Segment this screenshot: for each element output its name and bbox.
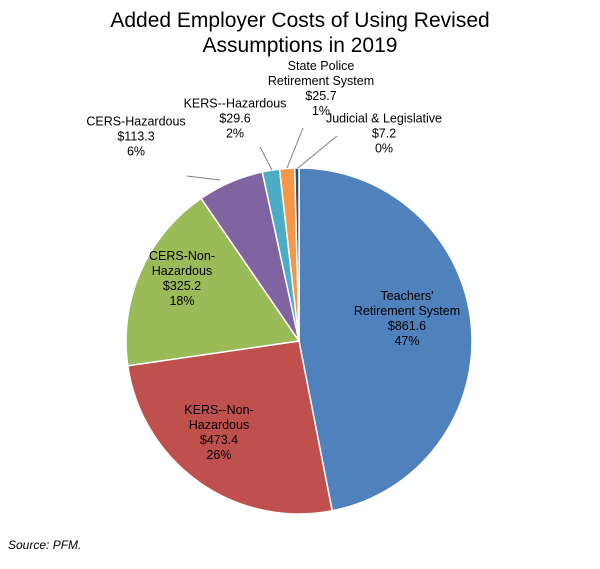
slice-labels: Teachers' Retirement System $861.6 47%KERS-… <box>86 59 460 462</box>
slice-value-label: $7.2 <box>372 126 396 140</box>
chart-title-line-2: Assumptions in 2019 <box>202 34 398 57</box>
slice-percent-label: 26% <box>206 448 231 462</box>
slice-value-label: $473.4 <box>200 433 238 447</box>
slice-percent-label: 18% <box>169 294 194 308</box>
slice-name-line: Judicial & Legislative <box>326 111 442 125</box>
leader-line-5 <box>286 127 304 169</box>
slice-name-line: KERS--Non- <box>184 403 253 417</box>
pie-slice-0 <box>298 167 473 512</box>
slice-name-line: CERS-Hazardous <box>86 114 185 128</box>
leader-line-3 <box>186 175 221 181</box>
slice-name-line: CERS-Non- <box>149 249 215 263</box>
slice-percent-label: 0% <box>375 141 393 155</box>
slice-value-label: $25.7 <box>305 89 336 103</box>
slice-percent-label: 6% <box>127 144 145 158</box>
slice-percent-label: 47% <box>394 334 419 348</box>
slice-value-label: $113.3 <box>117 129 154 143</box>
slice-percent-label: 1% <box>312 104 330 118</box>
slice-name-line: State Police <box>288 59 355 73</box>
slice-label-6: Judicial & Legislative $7.2 0% <box>326 111 442 155</box>
slice-value-label: $861.6 <box>388 319 426 333</box>
slice-value-label: $29.6 <box>219 111 250 125</box>
slice-label-3: CERS-Hazardous $113.3 6% <box>86 114 185 158</box>
slice-label-0: Teachers' Retirement System $861.6 47% <box>354 289 460 348</box>
chart-title-line-1: Added Employer Costs of Using Revised <box>110 9 490 32</box>
leader-line-4 <box>259 146 273 171</box>
slice-name-line: Teachers' <box>380 289 433 303</box>
slice-value-label: $325.2 <box>163 279 201 293</box>
chart-title: Added Employer Costs of Using Revised As… <box>0 8 600 58</box>
source-note: Source: PFM. <box>8 538 82 552</box>
slice-name-line: Hazardous <box>152 264 212 278</box>
leader-line-6 <box>297 135 338 169</box>
slice-label-4: KERS--Hazardous $29.6 2% <box>184 96 287 140</box>
pie-slice-1 <box>126 340 334 515</box>
slice-name-line: Retirement System <box>354 304 460 318</box>
slice-percent-label: 2% <box>226 126 244 140</box>
slice-name-line: KERS--Hazardous <box>184 96 287 110</box>
slice-label-1: KERS--Non-Hazardous $473.4 26% <box>184 403 253 462</box>
slice-name-line: Hazardous <box>189 418 249 432</box>
pie-slice-2 <box>125 197 301 367</box>
pie-slice-6 <box>293 167 300 342</box>
leader-lines <box>186 127 338 181</box>
pie-slices <box>125 167 473 515</box>
slice-label-2: CERS-Non-Hazardous $325.2 18% <box>149 249 215 308</box>
slice-name-line: Retirement System <box>268 74 374 88</box>
slice-label-5: State Police Retirement System $25.7 1% <box>268 59 374 118</box>
